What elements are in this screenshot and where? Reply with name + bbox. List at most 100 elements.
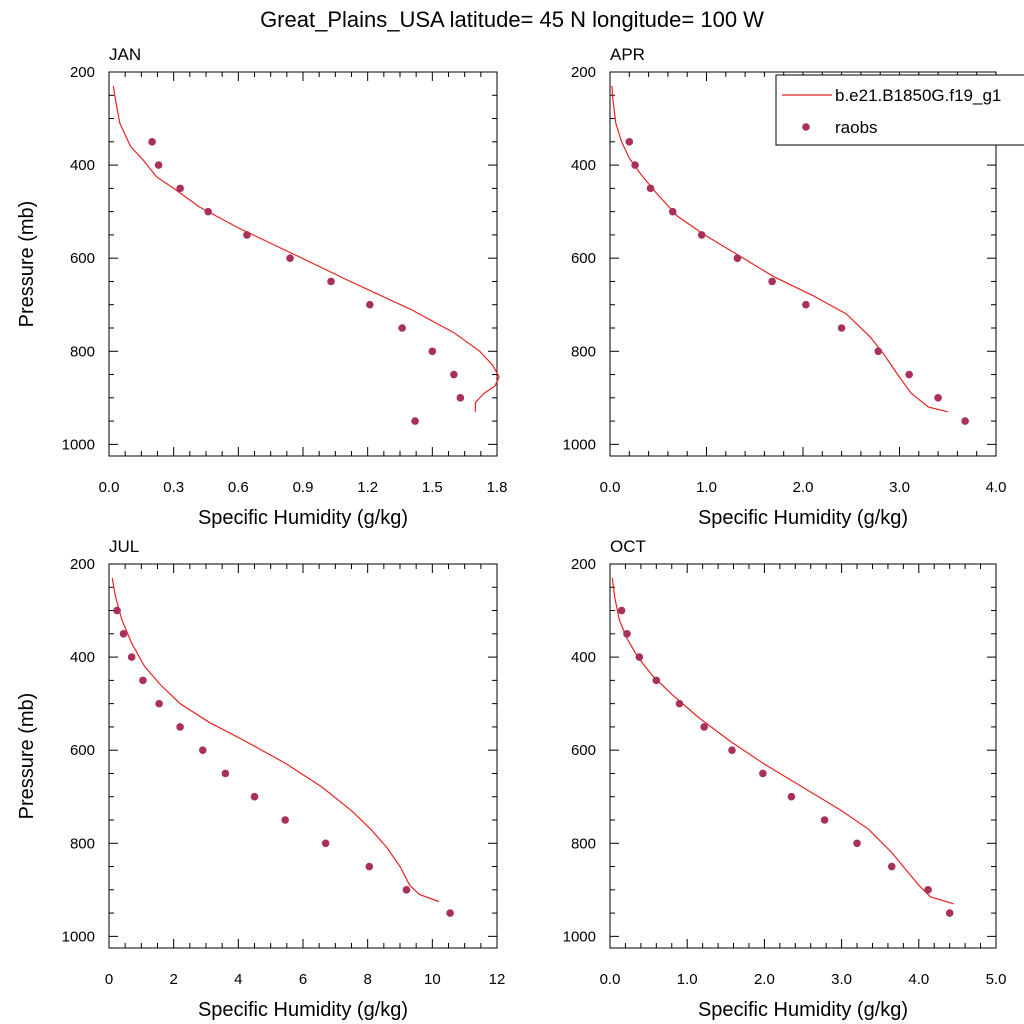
panel-jul: 0 2 4 6 8 10 12 200 400 600 800 1000 JUL Specific Hum… [16,537,505,1021]
x-tick-label: 0.0 [99,479,120,496]
legend-label-raobs: raobs [835,118,878,137]
raobs-point [787,792,796,801]
y-tick-label: 200 [571,556,596,573]
figure-title: Great_Plains_USA latitude= 45 N longitud… [260,7,764,32]
y-tick-label: 400 [70,649,95,666]
x-tick-label: 4.0 [986,479,1007,496]
raobs-point [176,184,184,193]
raobs-point [198,746,207,754]
plot-frame [609,563,997,949]
series-line-model [111,577,440,903]
raobs-point [697,231,706,239]
raobs-point [759,769,767,778]
panel-title: APR [610,45,645,64]
panel-apr: 0.0 1.0 2.0 3.0 4.0 200 400 600 800 1000 APR Specif… [563,45,1007,529]
y-tick-label: 1000 [62,928,95,945]
y-tick-label: 1000 [563,928,596,945]
raobs-point [411,417,419,425]
x-tick-label: 4.0 [908,971,929,988]
raobs-point [646,184,655,193]
y-axis-label: Pressure (mb) [16,201,38,328]
legend-label-model: b.e21.B1850G.f19_g1 [835,86,1001,105]
raobs-point [327,277,335,286]
x-tick-label: 1.0 [677,971,698,988]
raobs-point [365,862,374,871]
y-tick-label: 200 [571,64,596,81]
x-tick-label: 1.8 [487,479,508,496]
panel-title: OCT [610,537,646,556]
x-tick-label: 0.9 [293,479,314,496]
raobs-point [635,653,644,661]
raobs-point [119,630,128,638]
raobs-point [874,347,883,356]
raobs-point [155,699,163,708]
x-tick-label: 0.6 [228,479,249,496]
raobs-point [456,394,465,402]
raobs-point [924,886,932,894]
raobs-point [623,630,631,638]
x-axis-label: Specific Humidity (g/kg) [698,999,908,1021]
raobs-point [450,370,458,379]
raobs-point [113,606,121,615]
series-line-model [611,85,948,413]
x-tick-label: 2.0 [754,971,775,988]
x-tick-label: 1.5 [422,479,443,496]
x-tick-label: 6 [299,971,307,988]
panel-jan: 0.0 0.3 0.6 0.9 1.2 1.5 1.8 200 400 600 800 1000 JAN… [16,45,507,529]
raobs-point [286,254,294,262]
panel-oct: 0.0 1.0 2.0 3.0 4.0 5.0 200 400 600 800 1000 OCT Spe… [563,537,1007,1021]
raobs-point [366,300,374,309]
y-tick-label: 1000 [563,436,596,453]
raobs-point [250,792,259,801]
raobs-point [905,370,913,379]
x-tick-label: 0.0 [600,971,621,988]
raobs-point [204,207,212,216]
raobs-point [625,138,634,146]
raobs-point [176,723,184,731]
x-tick-label: 0.3 [163,479,184,496]
raobs-point [675,699,684,708]
series-line-model [112,85,500,412]
raobs-point [398,324,406,332]
raobs-point [820,816,829,824]
x-tick-label: 0 [105,971,113,988]
raobs-point [802,300,810,309]
x-tick-label: 3.0 [889,479,910,496]
x-tick-label: 2.0 [793,479,814,496]
raobs-point [728,746,736,754]
raobs-point [668,207,677,216]
y-tick-label: 400 [70,157,95,174]
panel-title: JUL [109,537,139,556]
y-tick-label: 800 [70,835,95,852]
y-tick-label: 600 [571,250,596,267]
y-tick-label: 200 [70,556,95,573]
x-tick-label: 8 [363,971,371,988]
x-tick-label: 2 [169,971,177,988]
raobs-point [961,417,969,425]
raobs-point [281,816,290,824]
raobs-point [148,138,156,146]
raobs-point [446,909,454,917]
y-tick-label: 600 [571,742,596,759]
raobs-point [428,347,437,356]
raobs-point [934,394,942,402]
y-tick-label: 600 [70,250,95,267]
raobs-point [652,676,661,685]
y-axis-label: Pressure (mb) [16,693,38,820]
y-tick-label: 400 [571,157,596,174]
x-axis-label: Specific Humidity (g/kg) [198,999,408,1021]
y-tick-label: 1000 [62,436,95,453]
panel-title: JAN [109,45,141,64]
raobs-point [243,231,251,239]
x-tick-label: 4 [234,971,242,988]
raobs-point [402,886,411,894]
y-tick-label: 400 [571,649,596,666]
raobs-point [700,723,708,731]
x-tick-label: 0.0 [600,479,621,496]
x-tick-label: 1.0 [696,479,717,496]
x-tick-label: 5.0 [986,971,1007,988]
raobs-point [617,606,626,615]
x-axis-label: Specific Humidity (g/kg) [698,507,908,529]
